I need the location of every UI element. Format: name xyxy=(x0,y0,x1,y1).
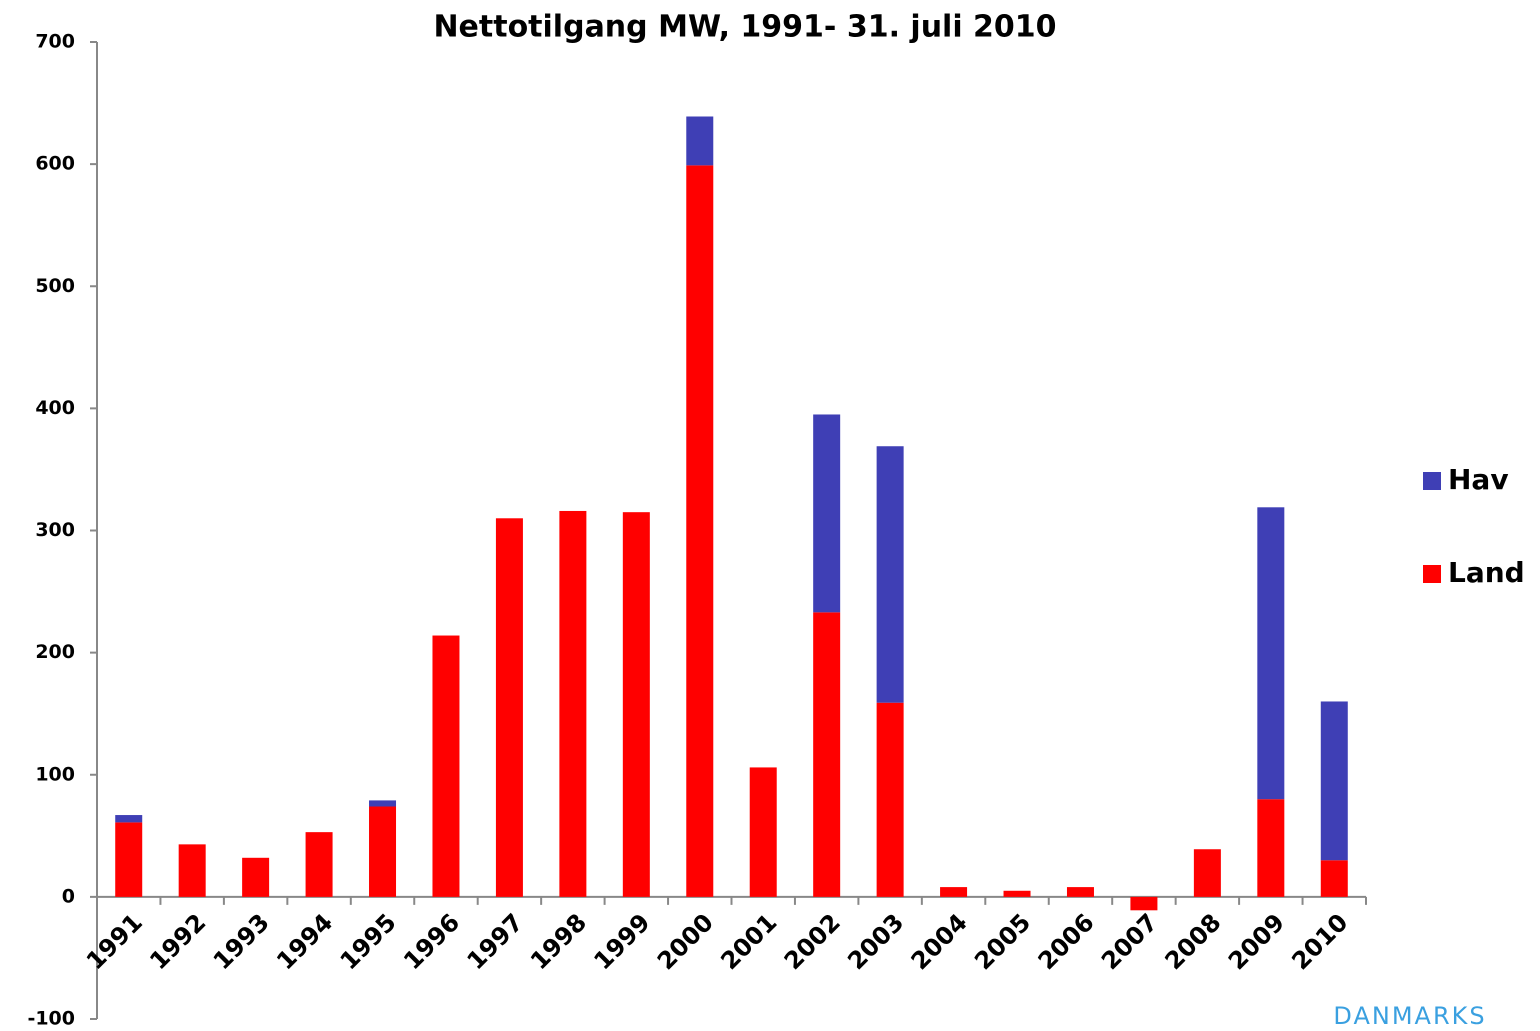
bar xyxy=(813,414,841,613)
y-tick-label: 500 xyxy=(35,275,75,297)
y-tick-label: 200 xyxy=(35,641,75,663)
x-tick-label: 2003 xyxy=(842,908,909,975)
annotation: DANMARKS xyxy=(1333,1002,1486,1030)
bar xyxy=(686,165,714,897)
bar xyxy=(1130,896,1158,911)
x-tick-label: 2001 xyxy=(715,908,782,975)
x-tick-label: 2008 xyxy=(1160,908,1227,975)
y-tick-label: 400 xyxy=(35,397,75,419)
x-tick-label: 1993 xyxy=(208,908,275,975)
bar xyxy=(369,800,397,807)
bar xyxy=(686,116,714,166)
x-tick-label: 1998 xyxy=(525,908,592,975)
legend-swatch xyxy=(1423,565,1441,583)
x-tick-label: 1996 xyxy=(398,908,465,975)
bar xyxy=(559,510,587,897)
bar xyxy=(495,518,523,897)
bar xyxy=(1257,799,1285,897)
bar xyxy=(749,767,777,897)
bar xyxy=(876,702,904,897)
y-tick-label: 100 xyxy=(35,763,75,785)
bar xyxy=(305,832,333,897)
x-tick-label: 2004 xyxy=(906,908,973,975)
bar xyxy=(1193,849,1221,897)
bar xyxy=(1003,890,1031,897)
x-tick-label: 1994 xyxy=(271,908,338,975)
x-tick-label: 2000 xyxy=(652,908,719,975)
bar xyxy=(432,635,460,897)
bar xyxy=(115,815,143,823)
x-tick-label: 1995 xyxy=(335,908,402,975)
x-tick-label: 2005 xyxy=(969,908,1036,975)
y-tick-label: 300 xyxy=(35,519,75,541)
x-tick-label: 2007 xyxy=(1096,908,1163,975)
y-tick-label: 0 xyxy=(62,885,75,907)
bar xyxy=(369,806,397,897)
bar xyxy=(940,887,968,897)
bar xyxy=(1066,887,1094,897)
y-tick-label: 700 xyxy=(35,31,75,53)
x-tick-label: 1997 xyxy=(462,908,529,975)
bar xyxy=(178,844,206,897)
x-tick-label: 2006 xyxy=(1033,908,1100,975)
x-tick-label: 2009 xyxy=(1223,908,1290,975)
chart-title: Nettotilgang MW, 1991- 31. juli 2010 xyxy=(433,10,1056,45)
x-tick-label: 2002 xyxy=(779,908,846,975)
bar xyxy=(1257,507,1285,800)
x-tick-label: 1991 xyxy=(81,908,148,975)
y-tick-label: 600 xyxy=(35,153,75,175)
x-tick-label: 2010 xyxy=(1286,908,1353,975)
legend-label: Hav xyxy=(1448,463,1509,496)
y-tick-label: -100 xyxy=(27,1008,75,1030)
bar xyxy=(1320,701,1348,861)
legend-label: Land xyxy=(1448,556,1525,589)
bar xyxy=(242,857,270,897)
legend-swatch xyxy=(1423,472,1441,490)
bar xyxy=(813,612,841,897)
x-tick-label: 1999 xyxy=(588,908,655,975)
bar xyxy=(876,446,904,703)
bar xyxy=(1320,860,1348,897)
x-tick-label: 1992 xyxy=(144,908,211,975)
bar xyxy=(622,512,650,897)
bar xyxy=(115,822,143,897)
